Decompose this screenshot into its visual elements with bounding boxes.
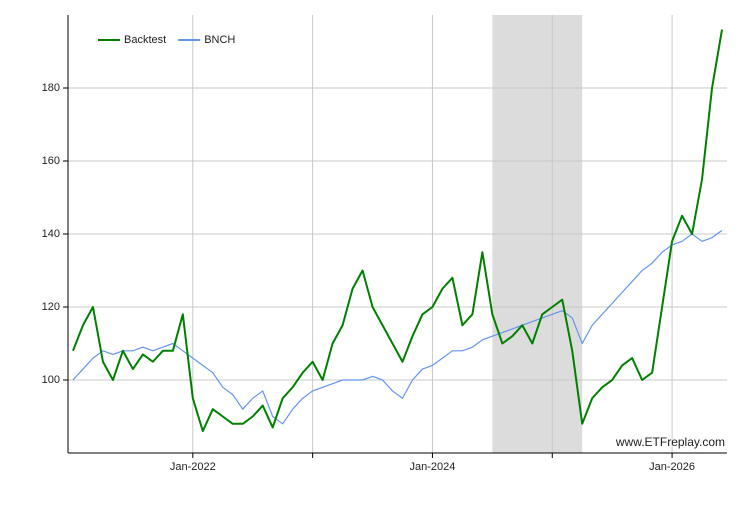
legend-label: Backtest xyxy=(124,34,166,46)
y-tick-label: 180 xyxy=(42,82,60,94)
y-tick-label: 100 xyxy=(42,374,60,386)
series-line xyxy=(72,29,723,433)
x-tick-label: Jan-2026 xyxy=(649,461,695,473)
legend-label: BNCH xyxy=(204,34,235,46)
series-line xyxy=(72,229,723,425)
y-tick-label: 140 xyxy=(42,228,60,240)
y-tick-label: 120 xyxy=(42,301,60,313)
y-tick-label: 160 xyxy=(42,155,60,167)
x-tick-label: Jan-2022 xyxy=(170,461,216,473)
x-tick-label: Jan-2024 xyxy=(410,461,456,473)
annotation: www.ETFreplay.com xyxy=(615,435,725,449)
